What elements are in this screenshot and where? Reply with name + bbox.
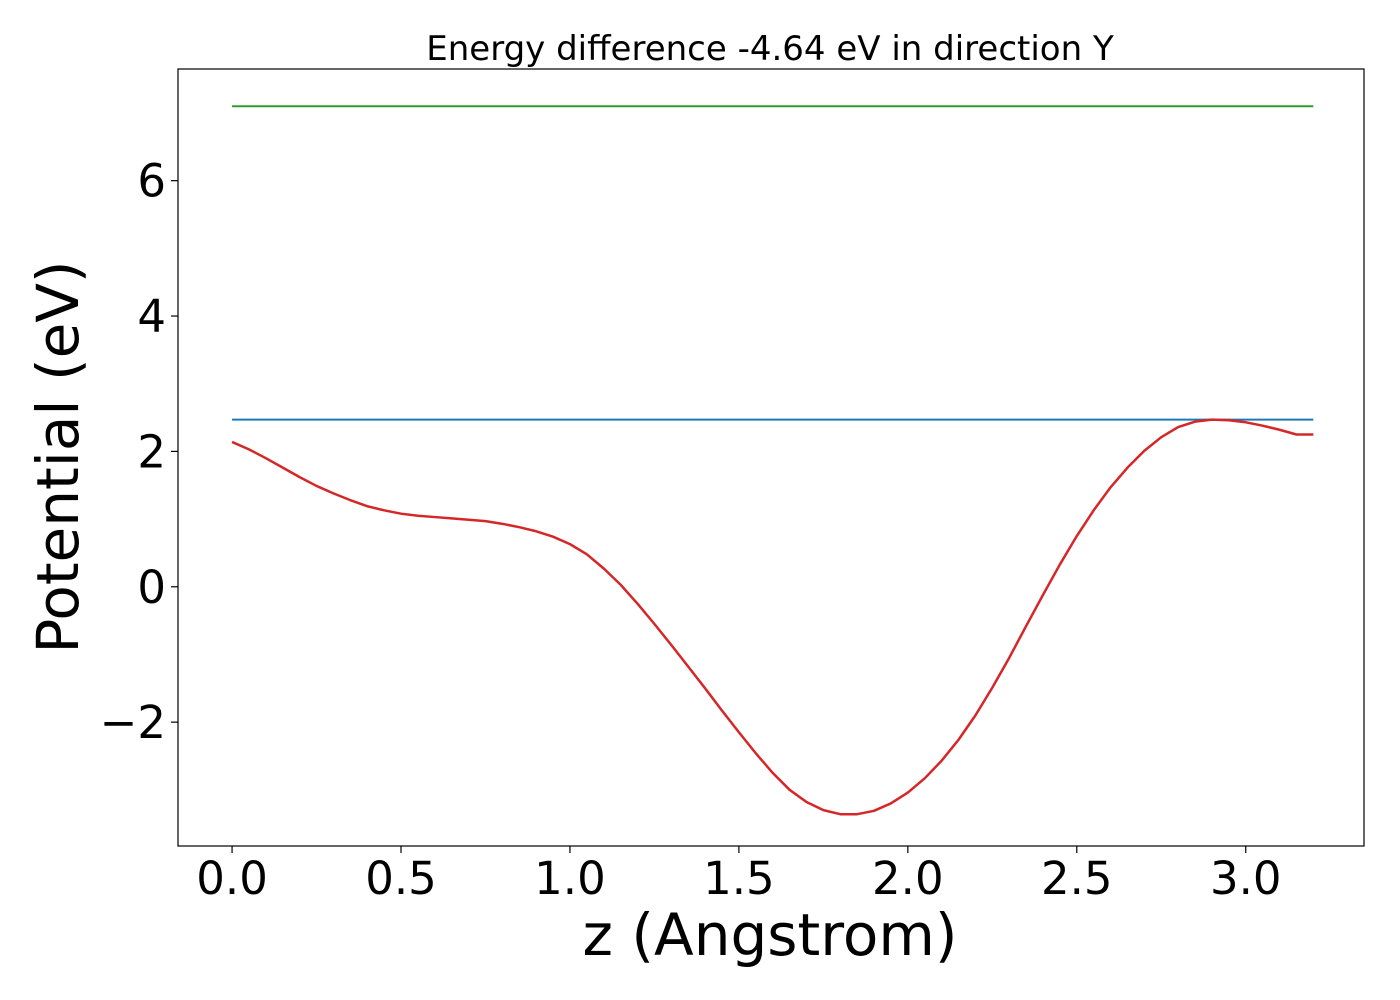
y-axis-ticks: −2 0 2 4 6 (100, 155, 178, 749)
x-axis-label: z (Angstrom) (583, 901, 958, 969)
x-axis-ticks: 0.0 0.5 1.0 1.5 2.0 2.5 3.0 (196, 846, 1282, 905)
y-axis-label: Potential (eV) (24, 260, 92, 653)
x-tick-label-0: 0.0 (196, 852, 268, 905)
x-tick-label-5: 2.5 (1041, 852, 1113, 905)
series-line-3 (231, 418, 1314, 816)
y-tick-label-2: 2 (137, 425, 166, 478)
x-tick-label-4: 2.0 (872, 852, 944, 905)
plot-area-frame (177, 68, 1365, 847)
x-tick-label-3: 1.5 (703, 852, 775, 905)
series-layer (231, 105, 1314, 816)
x-tick-label-2: 1.0 (534, 852, 606, 905)
x-tick-label-6: 3.0 (1210, 852, 1282, 905)
y-tick-label-0: −2 (100, 696, 166, 749)
chart-title: Energy difference -4.64 eV in direction … (426, 29, 1114, 69)
y-tick-label-1: 0 (137, 561, 166, 614)
x-tick-label-1: 0.5 (365, 852, 437, 905)
y-tick-label-4: 6 (137, 155, 166, 208)
y-tick-label-3: 4 (137, 290, 166, 343)
